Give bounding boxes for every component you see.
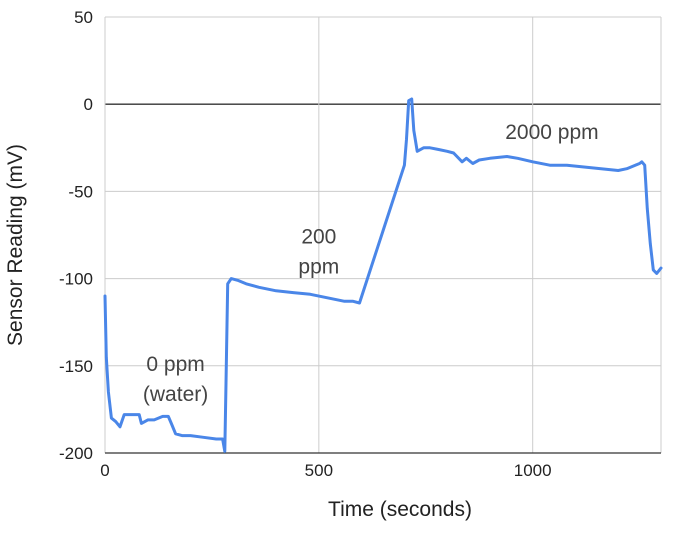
y-tick-label: -200	[59, 444, 93, 463]
y-tick-label: 50	[74, 8, 93, 27]
x-tick-label: 500	[305, 461, 333, 480]
tick-labels: 500-50-100-150-2000 500 1000	[59, 8, 552, 480]
y-tick-label: -100	[59, 270, 93, 289]
x-tick-label: 1000	[514, 461, 552, 480]
series-layer	[103, 97, 663, 453]
annotation-label: ppm	[298, 256, 339, 279]
grid-layer	[104, 16, 662, 454]
x-tick-label: 0	[100, 461, 109, 480]
y-tick-label: -150	[59, 357, 93, 376]
y-tick-label: -50	[68, 182, 93, 201]
annotations: 0 ppm (water) 200 ppm 2000 ppm	[143, 121, 599, 406]
y-axis-title: Sensor Reading (mV)	[4, 144, 27, 346]
y-tick-label: 0	[84, 95, 93, 114]
annotation-label: 200	[301, 226, 336, 249]
annotation-label: (water)	[143, 383, 208, 406]
x-axis-title: Time (seconds)	[328, 498, 472, 521]
annotation-label: 2000 ppm	[505, 121, 598, 144]
annotation-label: 0 ppm	[146, 353, 204, 376]
series-line	[103, 97, 663, 453]
